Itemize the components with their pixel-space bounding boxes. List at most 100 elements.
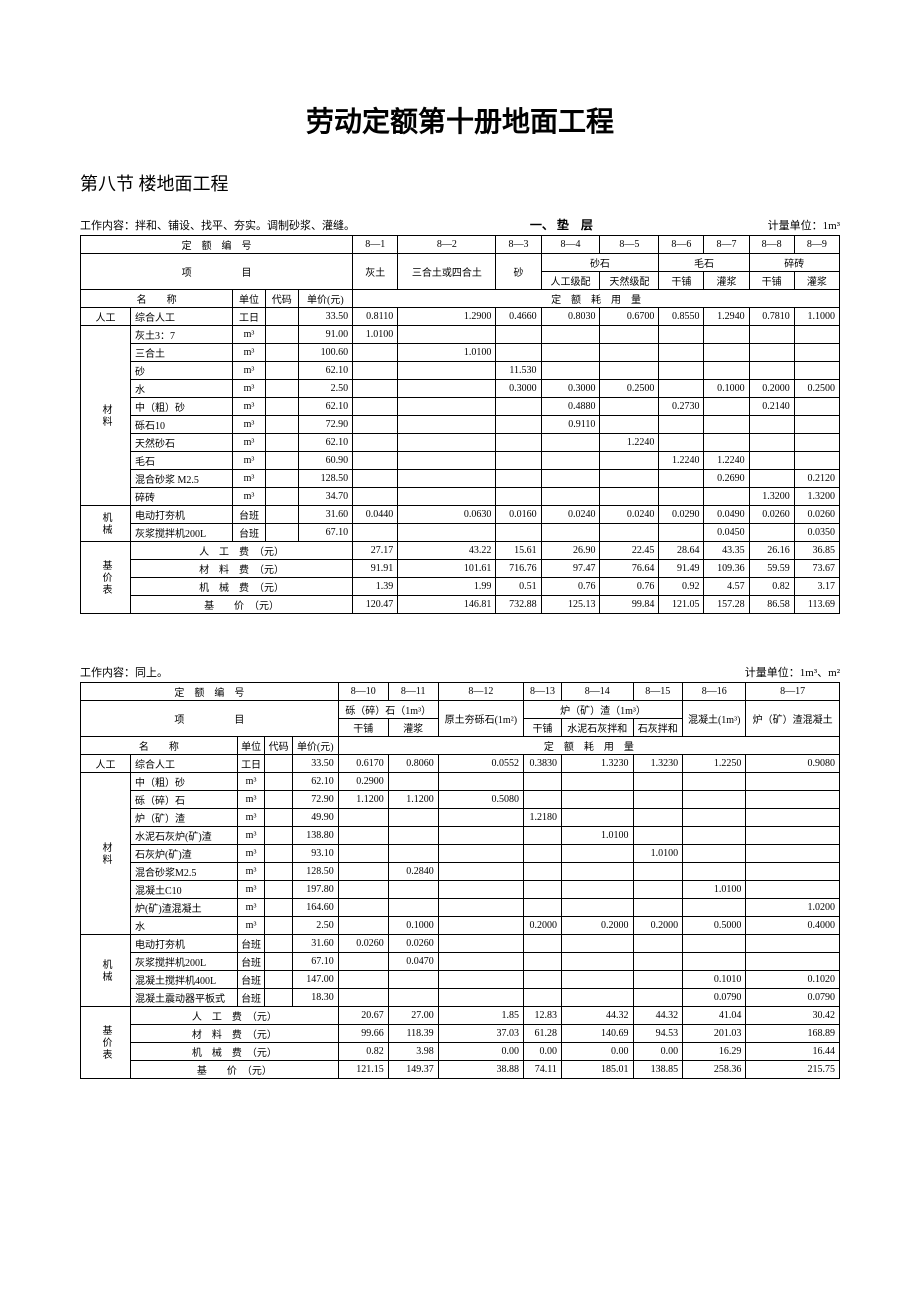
t2-hdr-dm: 代码 — [265, 737, 293, 755]
cell-value — [353, 416, 398, 434]
cell-value: 118.39 — [388, 1025, 438, 1043]
cell-value: 12.83 — [523, 1007, 561, 1025]
cell-value — [600, 362, 659, 380]
group-label: 机械 — [81, 935, 131, 1007]
price-row-name: 材 料 费 （元） — [131, 560, 353, 578]
cell-value: 0.3000 — [541, 380, 600, 398]
group-label: 材料 — [81, 773, 131, 935]
cell-value — [600, 470, 659, 488]
code-3: 8—3 — [496, 236, 541, 254]
cell-value: 258.36 — [683, 1061, 746, 1079]
hdr-item: 项 目 — [81, 254, 353, 290]
cell-value: 0.2000 — [561, 917, 633, 935]
row-name: 水泥石灰炉(矿)渣 — [131, 827, 238, 845]
cell-value: 0.2690 — [704, 470, 749, 488]
cell-value — [338, 917, 388, 935]
cell-value: 0.0450 — [704, 524, 749, 542]
cell-value — [561, 809, 633, 827]
labor-price: 33.50 — [298, 308, 353, 326]
cell-value: 11.530 — [496, 362, 541, 380]
row-dm — [265, 524, 298, 542]
cell-value: 26.16 — [749, 542, 794, 560]
work-content-2: 工作内容：同上。 — [80, 664, 168, 680]
cell-value — [683, 773, 746, 791]
t2h1c: 炉（矿）渣（1m³） — [523, 701, 682, 719]
cell-value — [704, 344, 749, 362]
cell-value: 0.3000 — [496, 380, 541, 398]
row-dm — [265, 380, 298, 398]
row-name: 灰土3：7 — [131, 326, 233, 344]
cell-value: 101.61 — [398, 560, 496, 578]
t2-labor-dm — [265, 755, 293, 773]
cell-value — [683, 791, 746, 809]
row-price: 100.60 — [298, 344, 353, 362]
cell-value — [496, 434, 541, 452]
cell-value — [794, 434, 839, 452]
t2h2-1: 干铺 — [338, 719, 388, 737]
t2h2-6: 石灰拌和 — [633, 719, 683, 737]
cell-value: 1.0100 — [561, 827, 633, 845]
row-dm — [265, 488, 298, 506]
price-row-name: 基 价 （元） — [131, 1061, 339, 1079]
row-name: 石灰炉(矿)渣 — [131, 845, 238, 863]
ch-4: 砂石 — [541, 254, 659, 272]
row-name: 砾（碎）石 — [131, 791, 238, 809]
price-row-name: 材 料 费 （元） — [131, 1025, 339, 1043]
cell-value: 732.88 — [496, 596, 541, 614]
labor-name: 综合人工 — [131, 308, 233, 326]
cell-value: 0.9110 — [541, 416, 600, 434]
row-unit: m³ — [233, 362, 266, 380]
cell-value: 99.66 — [338, 1025, 388, 1043]
cell-value — [633, 791, 683, 809]
row-dm — [265, 791, 293, 809]
lv3: 0.4660 — [496, 308, 541, 326]
cell-value: 0.0240 — [541, 506, 600, 524]
code-9: 8—9 — [794, 236, 839, 254]
t2-hdr-item: 项 目 — [81, 701, 339, 737]
cell-value — [659, 488, 704, 506]
cell-value: 0.5080 — [438, 791, 523, 809]
cell-value — [353, 524, 398, 542]
code-1: 8—1 — [353, 236, 398, 254]
cell-value: 185.01 — [561, 1061, 633, 1079]
cell-value: 138.85 — [633, 1061, 683, 1079]
cell-value: 27.00 — [388, 1007, 438, 1025]
cell-value — [438, 989, 523, 1007]
cell-value — [523, 899, 561, 917]
cell-value — [496, 416, 541, 434]
cell-value: 168.89 — [746, 1025, 840, 1043]
cell-value: 201.03 — [683, 1025, 746, 1043]
group-label: 机械 — [81, 506, 131, 542]
cell-value: 38.88 — [438, 1061, 523, 1079]
row-price: 62.10 — [292, 773, 338, 791]
cell-value: 0.0260 — [388, 935, 438, 953]
cell-value: 1.2240 — [704, 452, 749, 470]
cell-value — [683, 845, 746, 863]
cell-value: 109.36 — [704, 560, 749, 578]
cell-value — [496, 398, 541, 416]
ch-3: 砂 — [496, 254, 541, 290]
row-price: 72.90 — [298, 416, 353, 434]
cell-value: 1.2240 — [600, 434, 659, 452]
t2c5: 8—14 — [561, 683, 633, 701]
section-name-1: 一、 垫 层 — [355, 216, 768, 233]
cell-value: 1.3200 — [749, 488, 794, 506]
row-dm — [265, 470, 298, 488]
row-unit: m³ — [233, 326, 266, 344]
cell-value — [794, 416, 839, 434]
cell-value — [523, 881, 561, 899]
cell-value: 73.67 — [794, 560, 839, 578]
cell-value — [600, 344, 659, 362]
ch2-9: 灌浆 — [794, 272, 839, 290]
row-unit: 台班 — [233, 506, 266, 524]
row-name: 砂 — [131, 362, 233, 380]
cell-value: 1.85 — [438, 1007, 523, 1025]
t2h1a: 砾（碎）石（1m³） — [338, 701, 438, 719]
row-unit: 台班 — [237, 935, 265, 953]
cell-value — [338, 971, 388, 989]
cell-value: 0.2120 — [794, 470, 839, 488]
row-name: 中（粗）砂 — [131, 773, 238, 791]
row-name: 毛石 — [131, 452, 233, 470]
cell-value: 0.00 — [561, 1043, 633, 1061]
row-price: 91.00 — [298, 326, 353, 344]
